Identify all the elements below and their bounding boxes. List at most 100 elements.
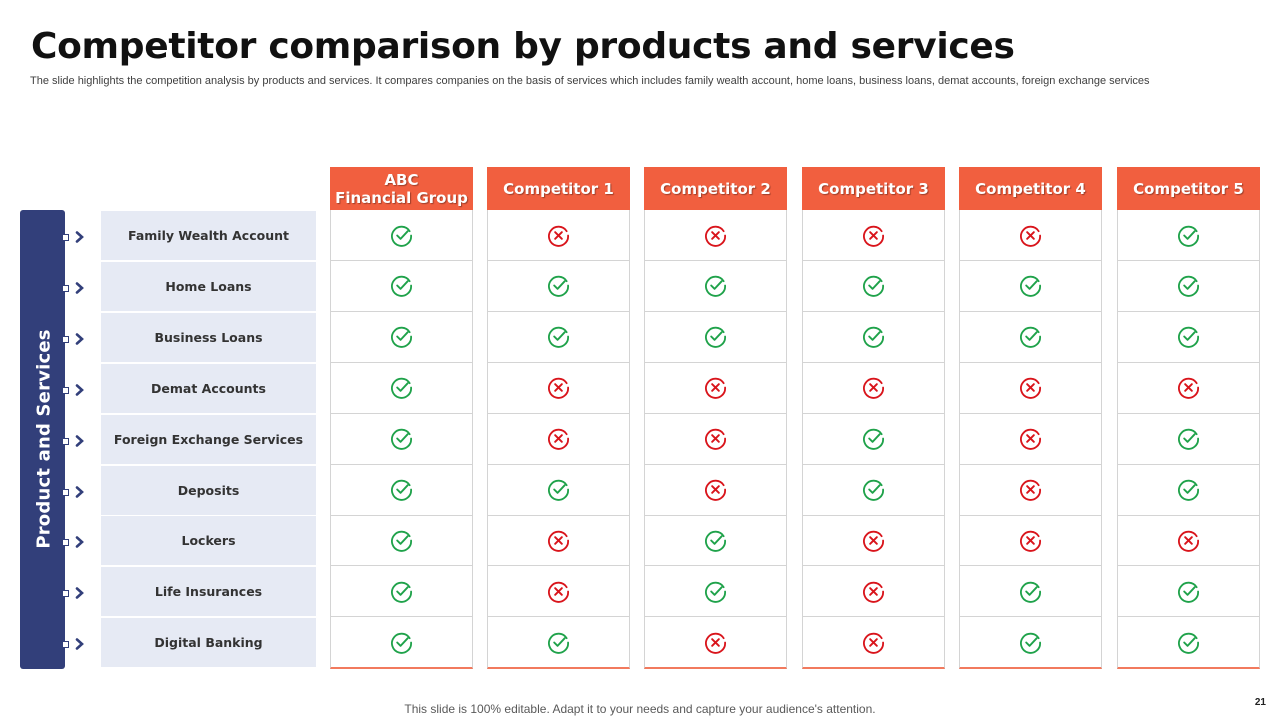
cross-circle-icon bbox=[863, 581, 884, 603]
table-cell bbox=[1118, 261, 1259, 312]
table-cell bbox=[1118, 515, 1259, 567]
table-cell bbox=[960, 566, 1101, 618]
table-cell bbox=[488, 617, 629, 668]
table-cell bbox=[331, 210, 472, 261]
table-cell bbox=[1118, 617, 1259, 668]
table-cell bbox=[803, 312, 944, 363]
cross-circle-icon bbox=[705, 479, 726, 501]
cross-circle-icon bbox=[548, 581, 569, 603]
sidebar-label: Product and Services bbox=[33, 329, 55, 549]
cross-circle-icon bbox=[863, 632, 884, 654]
table-cell bbox=[488, 261, 629, 312]
check-circle-icon bbox=[391, 428, 412, 450]
table-cell bbox=[803, 515, 944, 567]
table-cell bbox=[1118, 414, 1259, 465]
cross-circle-icon bbox=[1020, 530, 1041, 552]
row-bullet-icon bbox=[62, 231, 90, 243]
chevron-right-icon bbox=[75, 434, 84, 447]
column-header: Competitor 4 bbox=[959, 167, 1102, 210]
check-circle-icon bbox=[1178, 479, 1199, 501]
check-circle-icon bbox=[1178, 581, 1199, 603]
check-circle-icon bbox=[1020, 581, 1041, 603]
sidebar-panel bbox=[20, 210, 65, 669]
row-bullet-icon bbox=[62, 485, 90, 498]
table-cell bbox=[803, 414, 944, 465]
row-bullet-icon bbox=[62, 332, 90, 345]
column-body bbox=[802, 210, 945, 669]
table-cell bbox=[331, 363, 472, 414]
check-circle-icon bbox=[1178, 632, 1199, 654]
check-circle-icon bbox=[548, 276, 569, 298]
table-cell bbox=[1118, 312, 1259, 363]
table-cell bbox=[331, 566, 472, 618]
cross-circle-icon bbox=[1020, 225, 1041, 247]
table-cell bbox=[803, 617, 944, 668]
page-number: 21 bbox=[1254, 697, 1266, 708]
table-cell bbox=[331, 515, 472, 567]
check-circle-icon bbox=[391, 225, 412, 247]
chevron-right-icon bbox=[75, 485, 84, 498]
row-label: Deposits bbox=[101, 465, 316, 515]
slide-subtitle: The slide highlights the competition ana… bbox=[30, 75, 1150, 87]
check-circle-icon bbox=[391, 581, 412, 603]
table-cell bbox=[645, 261, 786, 312]
table-cell bbox=[960, 617, 1101, 668]
table-cell bbox=[331, 465, 472, 516]
table-cell bbox=[645, 312, 786, 363]
chevron-right-icon bbox=[75, 332, 84, 345]
row-label: Family Wealth Account bbox=[101, 211, 316, 260]
table-cell bbox=[331, 617, 472, 668]
column-body bbox=[644, 210, 787, 669]
cross-circle-icon bbox=[1020, 428, 1041, 450]
slide-title: Competitor comparison by products and se… bbox=[31, 26, 1015, 67]
table-cell bbox=[1118, 566, 1259, 618]
row-bullet-icon bbox=[62, 638, 90, 650]
table-cell bbox=[331, 414, 472, 465]
chevron-right-icon bbox=[75, 638, 84, 650]
table-cell bbox=[960, 261, 1101, 312]
table-cell bbox=[803, 210, 944, 261]
table-cell bbox=[803, 465, 944, 516]
table-cell bbox=[645, 210, 786, 261]
check-circle-icon bbox=[391, 530, 412, 552]
check-circle-icon bbox=[1178, 327, 1199, 349]
cross-circle-icon bbox=[863, 225, 884, 247]
row-label: Home Loans bbox=[101, 261, 316, 311]
table-cell bbox=[803, 566, 944, 618]
table-cell bbox=[1118, 465, 1259, 516]
column-header: ABC Financial Group bbox=[330, 167, 473, 210]
column-header: Competitor 1 bbox=[487, 167, 630, 210]
table-cell bbox=[488, 363, 629, 414]
check-circle-icon bbox=[705, 276, 726, 298]
cross-circle-icon bbox=[548, 225, 569, 247]
row-label: Foreign Exchange Services bbox=[101, 414, 316, 464]
column-body bbox=[330, 210, 473, 669]
table-cell bbox=[960, 515, 1101, 567]
chevron-right-icon bbox=[75, 536, 84, 549]
row-bullet-icon bbox=[62, 383, 90, 396]
row-bullet-icon bbox=[62, 434, 90, 447]
cross-circle-icon bbox=[548, 530, 569, 552]
table-cell bbox=[331, 261, 472, 312]
row-bullet-icon bbox=[62, 536, 90, 549]
check-circle-icon bbox=[1020, 276, 1041, 298]
check-circle-icon bbox=[863, 428, 884, 450]
cross-circle-icon bbox=[548, 377, 569, 399]
column-body bbox=[1117, 210, 1260, 669]
row-label: Business Loans bbox=[101, 312, 316, 362]
check-circle-icon bbox=[1020, 632, 1041, 654]
check-circle-icon bbox=[863, 327, 884, 349]
table-cell bbox=[803, 363, 944, 414]
check-circle-icon bbox=[705, 327, 726, 349]
check-circle-icon bbox=[1020, 327, 1041, 349]
row-label: Demat Accounts bbox=[101, 363, 316, 413]
check-circle-icon bbox=[705, 581, 726, 603]
cross-circle-icon bbox=[548, 428, 569, 450]
cross-circle-icon bbox=[1020, 479, 1041, 501]
row-label: Lockers bbox=[101, 516, 316, 566]
footer-note: This slide is 100% editable. Adapt it to… bbox=[404, 702, 876, 716]
cross-circle-icon bbox=[1178, 377, 1199, 399]
table-cell bbox=[488, 414, 629, 465]
cross-circle-icon bbox=[863, 530, 884, 552]
table-cell bbox=[488, 210, 629, 261]
